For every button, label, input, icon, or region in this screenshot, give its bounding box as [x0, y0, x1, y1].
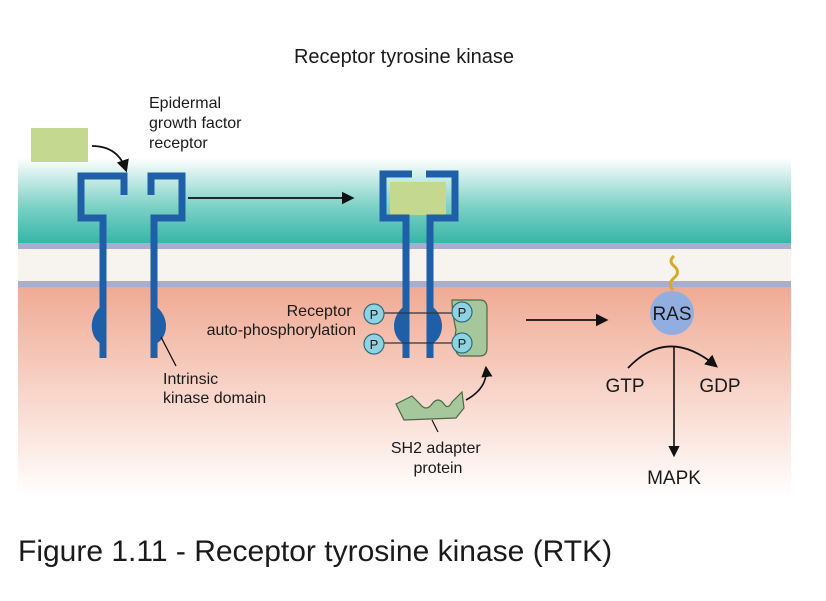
svg-text:P: P	[370, 337, 379, 352]
gtp-label: GTP	[605, 376, 644, 397]
sh2-recruitment-arrow	[465, 365, 493, 401]
phosphate-group-right-top: P	[451, 301, 473, 323]
gdp-label: GDP	[699, 376, 740, 397]
kinase-domain-label: Intrinsic kinase domain	[163, 371, 266, 407]
dimer-kinase-right	[430, 305, 442, 345]
ligand-binding-arrow	[91, 145, 129, 173]
dimer-kinase-left	[394, 305, 406, 345]
ras-label: RAS	[652, 304, 691, 325]
figure-caption: Figure 1.11 - Receptor tyrosine kinase (…	[18, 535, 613, 568]
sh2-label-leader	[431, 419, 439, 433]
diagram-title: Receptor tyrosine kinase	[294, 46, 514, 68]
kinase-label-leader	[160, 336, 177, 367]
mapk-label: MAPK	[647, 468, 701, 489]
autophosphorylation-label: Receptor auto-phosphorylation	[207, 303, 356, 339]
ligand-free	[31, 128, 88, 162]
kinase-domain-left	[91, 305, 103, 345]
phosphate-group-left-top: P	[363, 303, 385, 325]
receptor-dimer-left	[379, 170, 412, 358]
svg-text:P: P	[458, 305, 467, 320]
receptor-monomer-right	[147, 172, 186, 358]
ras-lipid-anchor	[668, 254, 679, 292]
svg-text:P: P	[370, 307, 379, 322]
gtp-gdp-exchange-arrow	[627, 345, 718, 369]
sh2-protein-free	[395, 390, 465, 421]
egfr-label: Epidermal growth factor receptor	[149, 95, 246, 152]
phosphate-group-right-bottom: P	[451, 332, 473, 354]
svg-text:P: P	[458, 336, 467, 351]
receptor-monomer-left	[77, 172, 128, 358]
kinase-domain-right	[154, 305, 166, 345]
ras-protein	[650, 291, 694, 335]
sh2-label: SH2 adapter protein	[391, 440, 485, 477]
ligand-bound	[390, 182, 446, 215]
receptor-dimer-right	[426, 170, 459, 358]
phosphate-group-left-bottom: P	[363, 333, 385, 355]
